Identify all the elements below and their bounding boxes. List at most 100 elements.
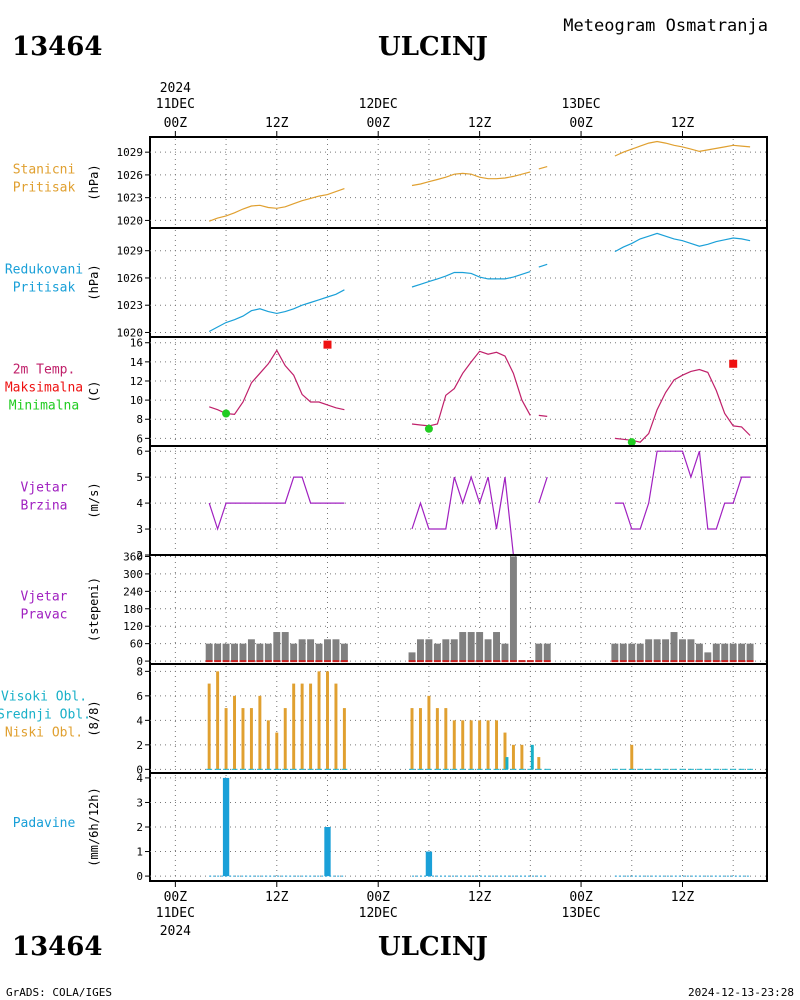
low-cloud-bar — [275, 732, 279, 770]
direction-bar — [459, 632, 467, 662]
y-axis-label: (hPa) — [87, 164, 101, 200]
low-cloud-bar — [630, 744, 634, 770]
low-cloud-bar — [520, 744, 524, 770]
panel-label: Vjetar — [21, 481, 68, 496]
low-cloud-bar — [317, 671, 321, 770]
y-tick-label: 1026 — [117, 169, 144, 182]
direction-bar — [662, 639, 670, 662]
mid-cloud-bar — [530, 744, 534, 770]
panel-label: 2m Temp. — [13, 363, 76, 378]
y-tick-label: 0 — [136, 655, 143, 668]
y-tick-label: 120 — [123, 620, 143, 633]
direction-bar — [290, 643, 298, 662]
panel-frame — [149, 136, 768, 229]
timestamp-text: 2024-12-13-23:28 — [688, 986, 794, 999]
y-tick-label: 5 — [136, 471, 143, 484]
y-tick-label: 8 — [136, 665, 143, 678]
bottom-hour-label: 00Z — [366, 890, 390, 905]
y-tick-label: 4 — [136, 497, 143, 510]
y-tick-label: 0 — [136, 763, 143, 776]
y-tick-label: 1029 — [117, 146, 144, 159]
direction-bar — [636, 643, 644, 662]
tmin-marker — [424, 424, 433, 433]
direction-bar — [214, 643, 222, 662]
direction-bar — [442, 639, 450, 662]
panel-reduced-pressure: 1020 1023 1026 1029 (hPa) Redukovani Pritisak — [5, 227, 768, 339]
low-cloud-bar — [249, 708, 253, 770]
bottom-date-label: 13DEC — [561, 906, 600, 921]
y-tick-label: 3 — [136, 796, 143, 809]
tmax-marker — [323, 340, 332, 349]
tmin-marker — [222, 409, 231, 418]
station-name-top: ULCINJ — [378, 32, 488, 62]
y-tick-label: 4 — [136, 772, 143, 785]
bottom-date-label: 11DEC — [156, 906, 195, 921]
direction-bar — [332, 639, 340, 662]
top-date-label: 11DEC — [156, 97, 195, 112]
direction-bar — [729, 643, 737, 662]
top-year-label: 2024 — [160, 81, 191, 96]
direction-bar — [543, 643, 551, 662]
low-cloud-bar — [469, 720, 473, 770]
y-tick-label: 3 — [136, 523, 143, 536]
y-axis-label: (C) — [87, 381, 101, 403]
y-tick-label: 1026 — [117, 272, 144, 285]
precip-bar — [324, 827, 331, 877]
series-line — [614, 368, 751, 443]
low-cloud-bar — [224, 708, 228, 770]
y-tick-label: 240 — [123, 585, 143, 598]
direction-bar — [450, 639, 458, 662]
tmin-marker — [627, 438, 636, 447]
y-tick-label: 1023 — [117, 299, 144, 312]
y-tick-label: 2 — [136, 821, 143, 834]
low-cloud-bar — [258, 695, 262, 770]
direction-bar — [535, 643, 543, 662]
top-hour-label: 00Z — [164, 116, 188, 131]
direction-bar — [712, 643, 720, 662]
panel-label: Srednji Obl. — [0, 708, 91, 723]
direction-bar — [704, 652, 712, 662]
series-line — [614, 450, 751, 530]
low-cloud-bar — [418, 708, 422, 770]
low-cloud-bar — [326, 671, 329, 770]
direction-bar — [467, 632, 475, 662]
low-cloud-bar — [495, 720, 499, 770]
direction-bar — [670, 632, 678, 662]
top-hour-label: 00Z — [569, 116, 593, 131]
meteogram-panels: 1020102310261029(hPa)StanicniPritisak102… — [0, 136, 768, 883]
direction-bar — [493, 632, 500, 662]
direction-bar — [476, 632, 484, 662]
bottom-hour-label: 12Z — [265, 890, 289, 905]
direction-bar — [264, 643, 272, 662]
y-tick-label: 6 — [136, 432, 143, 445]
low-cloud-bar — [435, 708, 439, 770]
y-tick-label: 10 — [130, 394, 143, 407]
precip-bar — [425, 851, 433, 877]
series-line — [209, 349, 345, 416]
low-cloud-bar — [233, 695, 236, 770]
panel-label: Pravac — [21, 608, 68, 623]
low-cloud-bar — [216, 671, 220, 770]
direction-bar — [408, 652, 416, 662]
direction-bar — [484, 639, 492, 662]
y-tick-label: 360 — [123, 550, 143, 563]
direction-bar — [222, 643, 230, 662]
series-line — [538, 476, 548, 504]
series-line — [538, 414, 548, 417]
panel-label: Pritisak — [13, 281, 76, 296]
station-id-bottom: 13464 — [12, 932, 102, 962]
y-tick-label: 300 — [123, 568, 143, 581]
bottom-hour-label: 12Z — [671, 890, 695, 905]
y-tick-label: 6 — [136, 690, 143, 703]
panel-label: Minimalna — [9, 399, 79, 414]
precip-bar — [222, 777, 230, 877]
bottom-hour-label: 00Z — [569, 890, 593, 905]
y-tick-label: 2 — [136, 739, 143, 752]
low-cloud-bar — [342, 708, 346, 770]
y-tick-label: 14 — [130, 356, 144, 369]
low-cloud-bar — [511, 744, 515, 770]
direction-bar — [628, 643, 636, 662]
top-hour-label: 12Z — [468, 116, 492, 131]
